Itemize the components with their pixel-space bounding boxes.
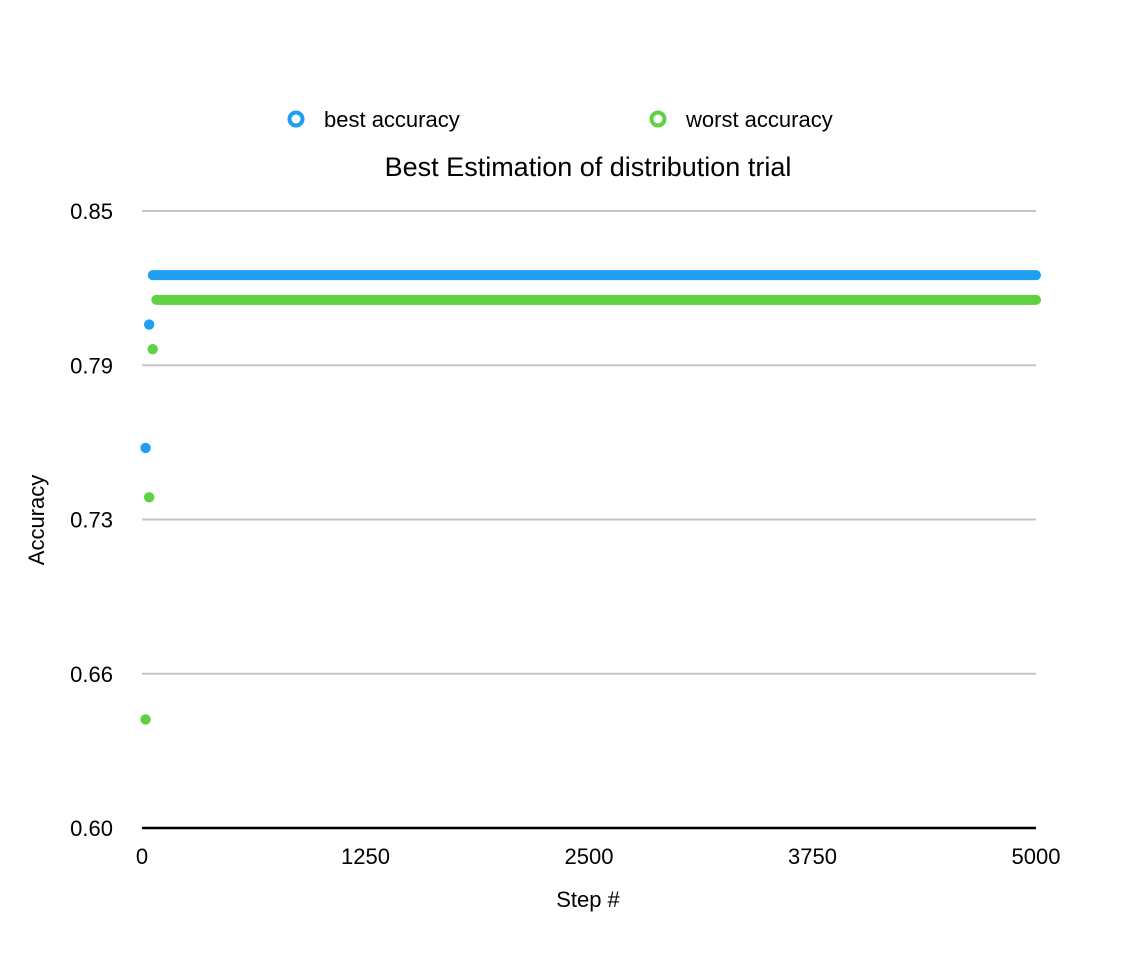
x-axis-ticks: 0 1250 2500 3750 5000 [136,844,1061,869]
data-point [140,714,151,725]
legend: best accuracy worst accuracy [287,107,833,132]
data-point [143,319,155,330]
data-point [140,442,151,454]
chart-title: Best Estimation of distribution trial [385,152,792,182]
y-axis-title: Accuracy [24,475,49,565]
legend-label: worst accuracy [685,107,833,132]
x-tick-label: 3750 [788,844,837,869]
y-tick-label: 0.85 [70,199,113,224]
legend-item-best-accuracy: best accuracy [287,107,460,132]
x-axis-title: Step # [556,887,620,912]
gridlines [142,210,1036,830]
series-best-accuracy [140,270,1041,454]
legend-marker [649,110,667,128]
data-point [147,344,158,355]
series-worst-accuracy [140,294,1041,725]
legend-item-worst-accuracy: worst accuracy [649,107,833,132]
y-tick-label: 0.73 [70,508,113,533]
x-tick-label: 5000 [1012,844,1061,869]
y-axis-ticks: 0.60 0.66 0.73 0.79 0.85 [70,199,113,841]
plot-marks [140,270,1041,725]
legend-label: best accuracy [324,107,460,132]
x-tick-label: 2500 [565,844,614,869]
y-tick-label: 0.66 [70,662,113,687]
x-tick-label: 1250 [341,844,390,869]
legend-marker [287,110,305,128]
y-tick-label: 0.79 [70,353,113,378]
x-tick-label: 0 [136,844,148,869]
data-point [143,492,155,503]
y-tick-label: 0.60 [70,816,113,841]
